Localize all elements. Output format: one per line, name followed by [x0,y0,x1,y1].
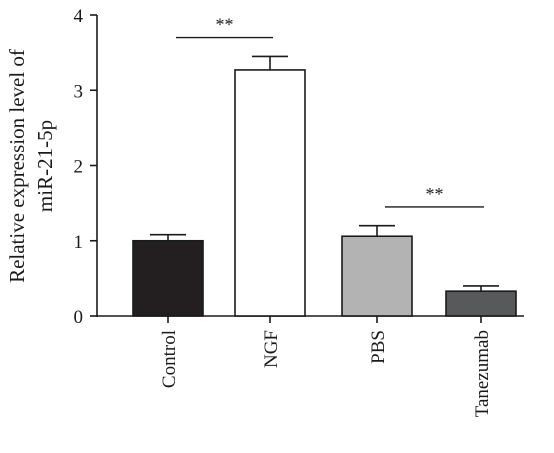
y-axis-label-line-1: Relative expression level of [5,49,29,283]
significance-label: ** [426,184,444,204]
y-axis: 0 1 2 3 4 [74,6,98,328]
bar-ngf [234,69,306,317]
bar-pbs [341,235,413,317]
y-tick-label: 4 [74,6,84,27]
bar-tanezumab [445,290,517,317]
bars [132,69,517,317]
x-tick-label: Control [159,330,180,388]
x-axis: Control NGF PBS Tanezumab [97,315,524,417]
y-axis-label-line-2: miR-21-5p [33,120,57,212]
y-tick-label: 3 [74,81,84,102]
y-tick-label: 1 [74,232,84,253]
bar-control [132,239,204,317]
significance-label: ** [216,15,234,35]
x-tick-label: NGF [261,330,282,368]
error-bars [150,55,499,292]
x-tick-label: PBS [368,330,389,364]
y-axis-label: Relative expression level of miR-21-5p [5,49,57,283]
y-tick-label: 0 [74,307,84,328]
significance-markers: ** ** [176,15,484,208]
x-tick-label: Tanezumab [472,330,493,417]
y-tick-label: 2 [74,157,84,178]
